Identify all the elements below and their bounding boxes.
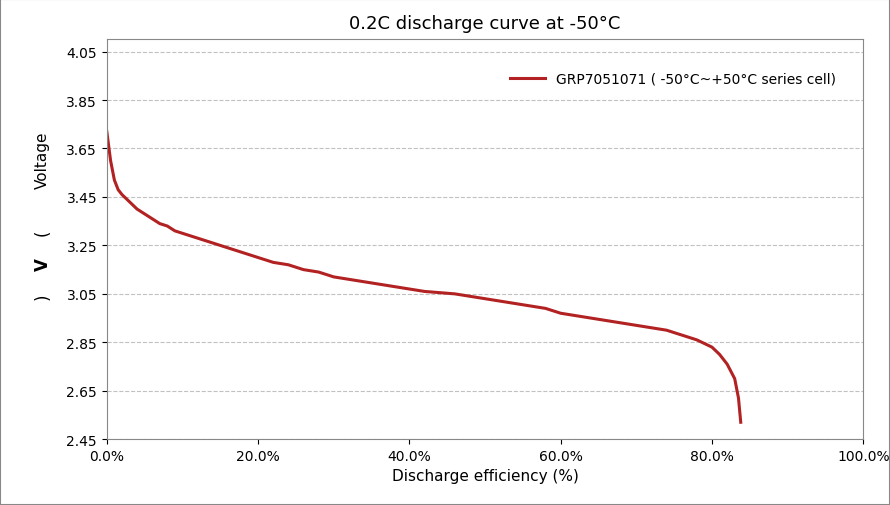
GRP7051071 ( -50°C~+50°C series cell) bbox=[692, 337, 702, 343]
GRP7051071 ( -50°C~+50°C series cell) bbox=[735, 419, 746, 425]
X-axis label: Discharge efficiency (%): Discharge efficiency (%) bbox=[392, 469, 578, 484]
GRP7051071 ( -50°C~+50°C series cell) bbox=[449, 291, 460, 297]
Legend: GRP7051071 ( -50°C~+50°C series cell): GRP7051071 ( -50°C~+50°C series cell) bbox=[505, 67, 841, 92]
GRP7051071 ( -50°C~+50°C series cell) bbox=[465, 294, 475, 300]
Text: Voltage: Voltage bbox=[35, 131, 50, 189]
Text: (: ( bbox=[34, 229, 52, 235]
GRP7051071 ( -50°C~+50°C series cell) bbox=[207, 240, 218, 246]
Text: ): ) bbox=[34, 292, 52, 299]
GRP7051071 ( -50°C~+50°C series cell) bbox=[601, 318, 611, 324]
GRP7051071 ( -50°C~+50°C series cell) bbox=[495, 298, 506, 305]
Title: 0.2C discharge curve at -50°C: 0.2C discharge curve at -50°C bbox=[350, 15, 620, 33]
Line: GRP7051071 ( -50°C~+50°C series cell): GRP7051071 ( -50°C~+50°C series cell) bbox=[107, 132, 740, 422]
Text: V: V bbox=[34, 258, 52, 270]
GRP7051071 ( -50°C~+50°C series cell) bbox=[101, 129, 112, 135]
